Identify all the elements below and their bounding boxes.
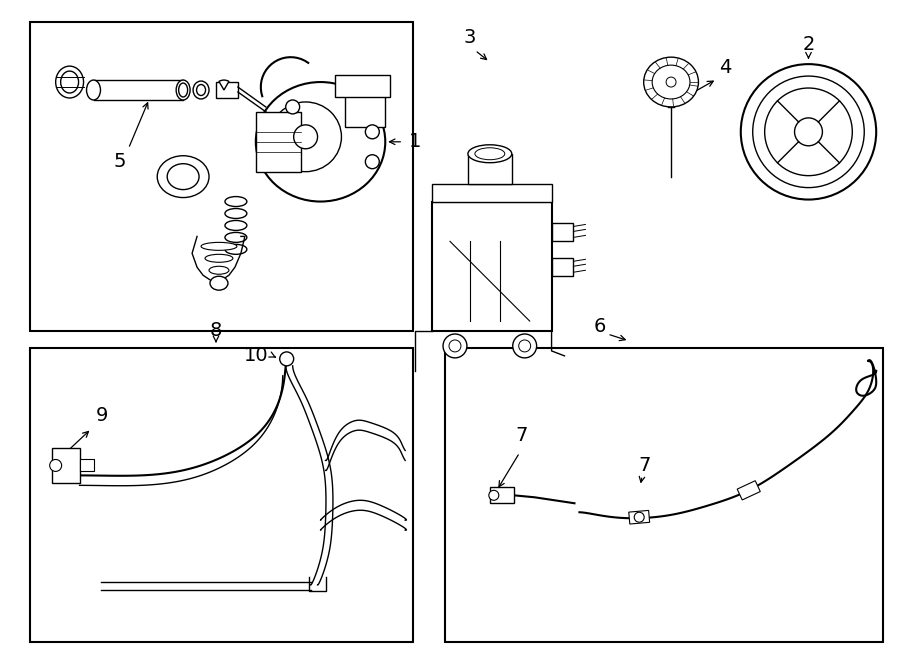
- Circle shape: [513, 334, 536, 358]
- Ellipse shape: [86, 80, 101, 100]
- Ellipse shape: [270, 102, 341, 172]
- Ellipse shape: [225, 221, 247, 231]
- Bar: [336, 75, 391, 97]
- Bar: [552, 223, 573, 241]
- Text: 10: 10: [244, 346, 268, 366]
- Ellipse shape: [176, 80, 190, 100]
- Bar: [737, 481, 760, 500]
- Circle shape: [443, 334, 467, 358]
- Ellipse shape: [652, 65, 690, 99]
- Ellipse shape: [205, 254, 233, 262]
- Circle shape: [765, 88, 852, 176]
- Ellipse shape: [60, 71, 78, 93]
- Text: 9: 9: [95, 406, 108, 425]
- Circle shape: [285, 100, 300, 114]
- Bar: [432, 184, 552, 202]
- Ellipse shape: [468, 145, 512, 163]
- Circle shape: [741, 64, 877, 200]
- Circle shape: [365, 125, 379, 139]
- Text: 2: 2: [802, 35, 814, 54]
- Bar: [30, 348, 413, 642]
- Bar: [30, 22, 413, 331]
- Text: 5: 5: [113, 152, 126, 171]
- Circle shape: [752, 76, 864, 188]
- Text: 1: 1: [409, 132, 421, 151]
- Bar: [256, 112, 301, 172]
- Circle shape: [365, 155, 379, 169]
- Ellipse shape: [644, 57, 698, 107]
- Ellipse shape: [212, 278, 226, 286]
- Ellipse shape: [167, 164, 199, 190]
- Bar: [445, 348, 883, 642]
- Ellipse shape: [209, 266, 229, 274]
- Circle shape: [666, 77, 676, 87]
- Ellipse shape: [210, 276, 228, 290]
- Text: 6: 6: [593, 317, 606, 336]
- Ellipse shape: [225, 245, 247, 254]
- Bar: [490, 487, 514, 503]
- Bar: [552, 258, 573, 276]
- Ellipse shape: [225, 233, 247, 243]
- Bar: [346, 87, 385, 127]
- Circle shape: [518, 340, 531, 352]
- Bar: [468, 154, 512, 184]
- Circle shape: [795, 118, 823, 146]
- Text: 7: 7: [516, 426, 528, 445]
- Ellipse shape: [178, 83, 187, 97]
- Bar: [629, 510, 650, 524]
- Text: 7: 7: [638, 456, 651, 475]
- Ellipse shape: [56, 66, 84, 98]
- Ellipse shape: [196, 85, 205, 95]
- Circle shape: [449, 340, 461, 352]
- Text: 4: 4: [719, 58, 731, 77]
- Ellipse shape: [225, 196, 247, 206]
- Ellipse shape: [475, 148, 505, 160]
- Text: 8: 8: [210, 321, 222, 340]
- Ellipse shape: [158, 156, 209, 198]
- Ellipse shape: [256, 82, 385, 202]
- Bar: [51, 447, 79, 483]
- Ellipse shape: [225, 208, 247, 219]
- Ellipse shape: [194, 81, 209, 99]
- Circle shape: [293, 125, 318, 149]
- Circle shape: [280, 352, 293, 366]
- Wedge shape: [219, 80, 229, 90]
- Bar: [432, 202, 552, 331]
- Circle shape: [50, 459, 61, 471]
- Bar: [79, 459, 94, 471]
- Ellipse shape: [201, 243, 237, 251]
- Circle shape: [634, 512, 644, 522]
- Text: 3: 3: [464, 28, 476, 47]
- Circle shape: [489, 490, 499, 500]
- Bar: [216, 82, 238, 98]
